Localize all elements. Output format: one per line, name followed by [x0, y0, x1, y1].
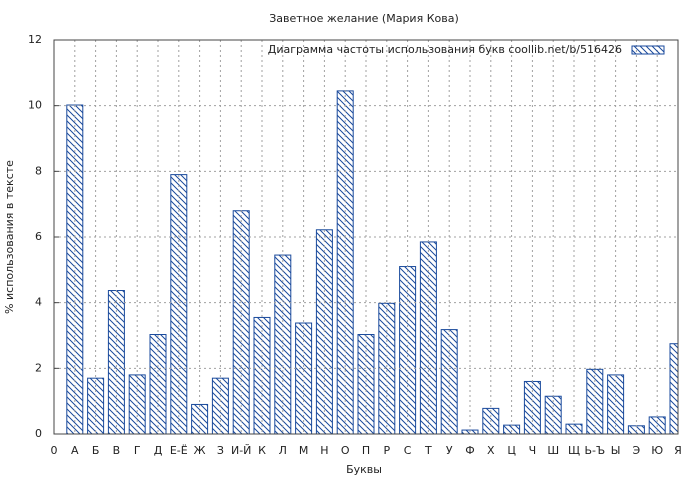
- x-tick-label: У: [446, 444, 453, 457]
- bar: [669, 343, 678, 434]
- x-tick-label: Г: [134, 444, 141, 457]
- bar: [357, 334, 375, 434]
- x-tick-label: Б: [92, 444, 100, 457]
- x-tick-label: Ф: [465, 444, 474, 457]
- x-tick-label: Ы: [611, 444, 621, 457]
- y-tick-label: 2: [35, 361, 42, 374]
- bar: [295, 322, 313, 434]
- x-tick-label: Ц: [507, 444, 516, 457]
- bar: [191, 403, 209, 434]
- x-tick-label: А: [71, 444, 79, 457]
- bar: [336, 90, 354, 434]
- y-tick-label: 0: [35, 427, 42, 440]
- y-tick-label: 10: [28, 99, 42, 112]
- x-tick-label: П: [362, 444, 370, 457]
- x-tick-label: Э: [633, 444, 641, 457]
- y-tick-label: 4: [35, 296, 42, 309]
- plot-area: [66, 90, 678, 434]
- y-axis-label: % использования в тексте: [3, 160, 16, 314]
- x-tick-label: 0: [51, 444, 58, 457]
- x-tick-label: Л: [279, 444, 287, 457]
- x-tick-label: О: [341, 444, 350, 457]
- x-axis-label: Буквы: [346, 463, 382, 476]
- plot-frame: [53, 39, 679, 435]
- x-tick-label: Щ: [568, 444, 580, 457]
- bar: [378, 302, 396, 434]
- x-tick-label: Д: [154, 444, 163, 457]
- bar: [107, 290, 125, 434]
- x-tick-label: И-Й: [231, 444, 251, 457]
- x-tick-label: М: [299, 444, 309, 457]
- x-tick-label: Р: [383, 444, 390, 457]
- legend-label: Диаграмма частоты использования букв coo…: [268, 43, 622, 56]
- x-tick-label: Т: [424, 444, 432, 457]
- x-tick-label: К: [258, 444, 266, 457]
- x-tick-label: Н: [320, 444, 328, 457]
- legend-swatch: [631, 45, 665, 55]
- x-tick-label: Ч: [529, 444, 537, 457]
- y-tick-label: 8: [35, 164, 42, 177]
- chart-title: Заветное желание (Мария Кова): [269, 12, 459, 25]
- bar: [170, 174, 188, 434]
- bar: [66, 104, 84, 434]
- x-tick-label: Я: [674, 444, 682, 457]
- x-tick-label: В: [113, 444, 121, 457]
- x-tick-label: Ж: [194, 444, 206, 457]
- y-tick-label: 6: [35, 230, 42, 243]
- x-tick-label: Х: [487, 444, 495, 457]
- bar: [149, 334, 167, 434]
- y-tick-label: 12: [28, 33, 42, 46]
- x-tick-label: Е-Ё: [170, 444, 188, 457]
- x-tick-label: Ь-Ъ: [584, 444, 605, 457]
- x-tick-label: З: [217, 444, 224, 457]
- x-tick-label: С: [404, 444, 412, 457]
- bar: [627, 425, 645, 434]
- x-tick-label: Ю: [651, 444, 663, 457]
- x-tick-label: Ш: [547, 444, 559, 457]
